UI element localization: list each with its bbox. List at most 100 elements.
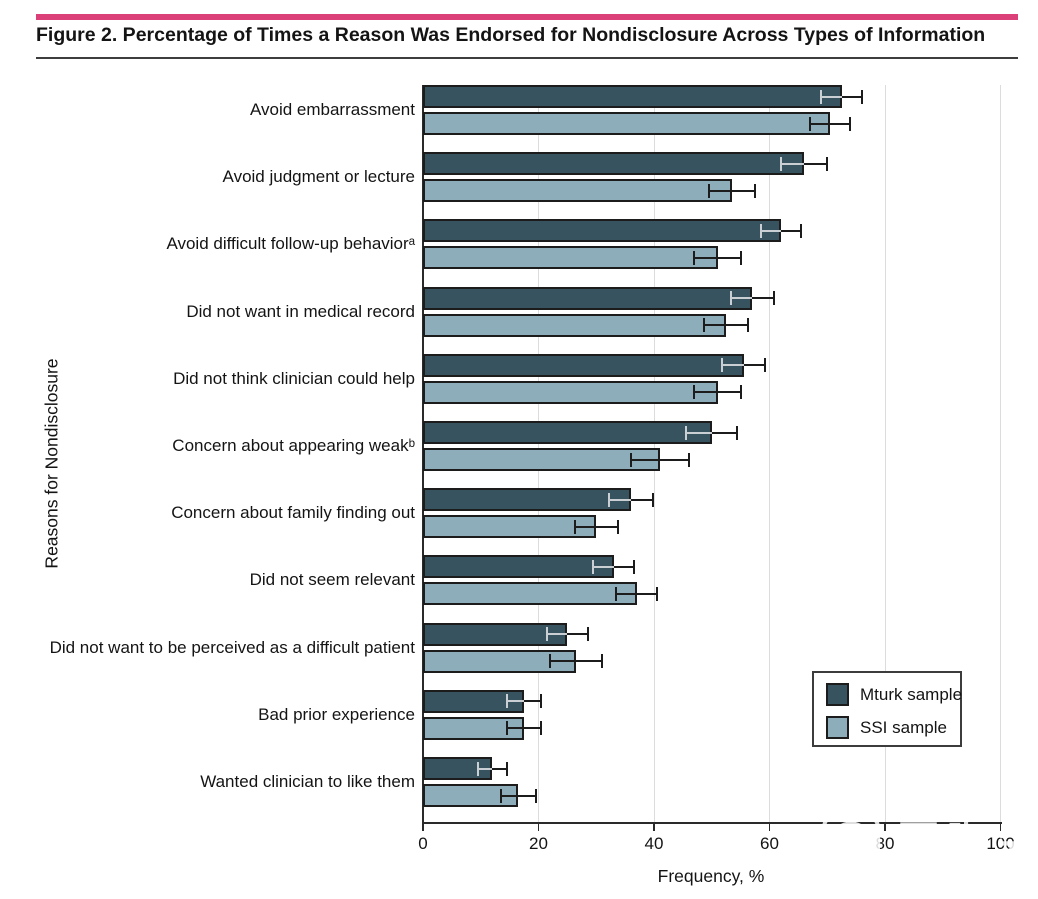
error-bar-inner-ssi [616, 592, 637, 595]
error-bar-outer-mturk [804, 162, 828, 165]
category-label: Concern about family finding out [171, 503, 415, 523]
error-cap-right-ssi [739, 250, 742, 265]
error-cap-right-mturk [586, 627, 589, 642]
error-bar-inner-mturk [721, 364, 744, 367]
category-label: Concern about appearing weakᵇ [172, 436, 415, 455]
x-tick-100 [999, 823, 1002, 831]
gridline-100 [1000, 85, 1001, 822]
figure-title: Figure 2. Percentage of Times a Reason W… [36, 24, 986, 46]
error-cap-right-mturk [651, 492, 654, 507]
category-label: Wanted clinician to like them [200, 772, 415, 791]
accent-top-rule [36, 14, 1018, 20]
bar-ssi [423, 246, 718, 270]
error-bar-outer-ssi [576, 660, 603, 663]
error-bar-inner-ssi [708, 189, 732, 192]
error-bar-outer-ssi [830, 122, 851, 125]
error-cap-left-ssi [499, 788, 502, 803]
category-label: Avoid difficult follow-up behaviorᵃ [166, 234, 415, 254]
x-axis-line [422, 822, 1002, 824]
error-bar-inner-ssi [506, 727, 525, 730]
error-bar-outer-mturk [711, 431, 738, 434]
error-bar-outer-ssi [636, 592, 657, 595]
error-bar-inner-mturk [477, 767, 493, 770]
error-cap-left-mturk [476, 761, 479, 776]
error-cap-right-ssi [739, 385, 742, 400]
error-cap-left-mturk [780, 156, 783, 171]
bar-mturk [423, 85, 842, 108]
error-bar-outer-mturk [841, 95, 862, 98]
legend-label-ssi: SSI sample [860, 718, 947, 737]
bar-mturk [423, 421, 712, 444]
x-tick-label-40: 40 [644, 834, 664, 853]
title-underline [36, 57, 1018, 59]
error-cap-right-mturk [736, 425, 739, 440]
error-cap-left-mturk [729, 291, 732, 306]
error-cap-left-ssi [615, 586, 618, 601]
error-cap-left-mturk [720, 358, 723, 373]
error-cap-right-mturk [826, 156, 829, 171]
error-cap-right-ssi [601, 654, 604, 669]
x-axis-title: Frequency, % [657, 866, 765, 886]
bar-mturk [423, 286, 753, 310]
category-label: Did not want to be perceived as a diffic… [49, 637, 415, 657]
error-bar-outer-mturk [752, 297, 774, 300]
error-cap-right-mturk [764, 358, 767, 373]
error-bar-outer-ssi [596, 525, 618, 528]
bar-ssi [423, 112, 831, 135]
ssi-swatch-icon [826, 716, 849, 739]
gridline-60 [769, 85, 770, 822]
error-bar-inner-mturk [506, 700, 525, 703]
error-cap-left-ssi [505, 721, 508, 736]
category-label: Avoid embarrassment [249, 100, 415, 119]
x-tick-label-0: 0 [418, 834, 428, 853]
error-bar-inner-ssi [694, 391, 718, 394]
error-bar-inner-ssi [550, 660, 577, 663]
error-cap-right-ssi [655, 586, 658, 601]
error-bar-outer-mturk [524, 700, 542, 703]
error-cap-right-ssi [616, 519, 619, 534]
error-bar-outer-mturk [613, 565, 635, 568]
error-bar-outer-ssi [659, 458, 689, 461]
error-bar-outer-mturk [781, 229, 802, 232]
error-cap-right-mturk [505, 761, 508, 776]
error-cap-right-ssi [534, 788, 537, 803]
mturk-swatch-icon [826, 683, 849, 706]
x-tick-label-20: 20 [529, 834, 548, 853]
error-cap-right-mturk [800, 223, 803, 238]
error-bar-outer-mturk [567, 633, 588, 636]
error-cap-right-mturk [860, 89, 863, 104]
bar-mturk [423, 555, 614, 579]
error-cap-left-mturk [820, 89, 823, 104]
bar-ssi [423, 582, 637, 606]
error-cap-right-mturk [772, 291, 775, 306]
error-bar-inner-mturk [547, 633, 568, 636]
legend-label-mturk: Mturk sample [860, 685, 963, 704]
category-label: Did not seem relevant [249, 570, 415, 590]
y-axis-line [422, 85, 424, 822]
category-label: Avoid judgment or lecture [222, 167, 415, 187]
error-cap-right-mturk [540, 694, 543, 709]
bar-ssi [423, 179, 732, 203]
error-bar-inner-ssi [694, 256, 718, 259]
error-cap-left-ssi [703, 318, 706, 333]
error-bar-inner-mturk [592, 565, 614, 568]
error-cap-right-ssi [849, 116, 852, 131]
bar-mturk [423, 152, 805, 176]
error-bar-inner-ssi [809, 122, 831, 125]
error-bar-outer-ssi [726, 324, 749, 327]
category-label: Did not think clinician could help [173, 368, 415, 388]
error-cap-right-ssi [540, 721, 543, 736]
bar-ssi [423, 515, 597, 539]
category-label: Bad prior experience [258, 704, 415, 724]
error-bar-inner-mturk [760, 229, 782, 232]
error-bar-inner-mturk [781, 162, 805, 165]
error-bar-outer-ssi [717, 256, 741, 259]
error-cap-left-ssi [808, 116, 811, 131]
error-cap-right-ssi [687, 452, 690, 467]
error-cap-left-mturk [591, 559, 594, 574]
error-cap-left-ssi [707, 183, 710, 198]
error-bar-outer-ssi [731, 189, 756, 192]
bar-ssi [423, 448, 660, 471]
error-bar-outer-mturk [743, 364, 766, 367]
error-bar-inner-ssi [630, 458, 660, 461]
